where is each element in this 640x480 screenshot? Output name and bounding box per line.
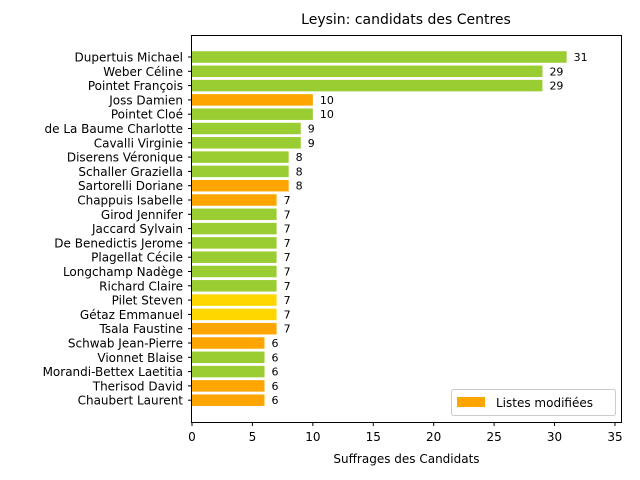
bar [192,337,265,349]
bar [192,137,301,149]
category-label: De Benedictis Jerome [54,236,183,250]
value-label: 7 [284,223,291,236]
bar [192,179,289,192]
category-label: Jaccard Sylvain [91,222,183,236]
bar [192,380,265,392]
value-label: 9 [308,137,315,150]
value-label: 9 [308,123,315,136]
value-label: 6 [272,366,279,379]
category-label: Tsala Faustine [99,322,184,336]
category-label: Chaubert Laurent [78,394,184,408]
value-label: 7 [284,308,291,321]
legend-box [451,389,616,416]
bars-layer [192,51,567,406]
value-label: 6 [272,394,279,407]
value-label: 7 [284,208,291,221]
bar [192,222,277,235]
category-label: Gétaz Emmanuel [80,308,183,322]
category-label: de La Baume Charlotte [45,122,184,136]
value-label: 7 [284,280,291,293]
value-label: 8 [296,151,303,164]
value-label: 10 [320,94,334,107]
category-label: Vionnet Blaise [97,351,183,365]
category-label: Morandi-Bettex Laetitia [43,365,183,379]
value-label: 7 [284,237,291,250]
bar [192,351,265,364]
category-label: Dupertuis Michael [75,51,183,65]
x-tick-label: 35 [607,430,622,444]
plot-frame [191,35,622,423]
bar [192,251,277,263]
value-label: 7 [284,294,291,307]
value-label: 8 [296,165,303,178]
bar [192,394,265,406]
bar [192,94,313,106]
category-label: Joss Damien [108,93,183,107]
bar [192,165,289,178]
value-label: 7 [284,251,291,264]
category-label: Pointet François [88,79,183,93]
bar [192,280,277,292]
bar [192,194,277,206]
value-label: 29 [549,65,563,78]
category-label: Plagellat Cécile [91,251,183,265]
value-label: 8 [296,180,303,193]
bar [192,308,277,321]
value-label: 7 [284,266,291,279]
category-label: Sartorelli Doriane [78,179,183,193]
bar [192,51,567,63]
bar [192,237,277,249]
value-label: 6 [272,337,279,350]
value-label: 7 [284,323,291,336]
category-label: Therisod David [92,379,183,393]
legend-swatch [457,397,485,407]
category-label: Cavalli Virginie [94,136,183,150]
value-label: 31 [574,51,588,64]
category-label: Pilet Steven [112,294,183,308]
legend: Listes modifiées [451,389,616,416]
x-axis-label: Suffrages des Candidats [333,452,479,466]
x-axis: 0 5 10 15 20 25 30 35 [188,422,623,444]
bar [192,208,277,221]
x-tick-label: 30 [547,430,562,444]
bar [192,365,265,378]
bar [192,151,289,163]
value-label: 6 [272,380,279,393]
category-label: Pointet Cloé [111,108,183,122]
x-tick-label: 15 [366,430,381,444]
chart-title: Leysin: candidats des Centres [301,12,511,28]
value-label: 6 [272,351,279,364]
value-label: 7 [284,194,291,207]
bar [192,79,543,92]
x-tick-label: 10 [305,430,320,444]
category-label: Diserens Véronique [67,151,183,165]
category-label: Weber Céline [103,65,183,79]
bar [192,322,277,335]
value-label: 10 [320,108,334,121]
bar [192,265,277,278]
category-label: Schwab Jean-Pierre [68,337,183,351]
x-tick-label: 0 [188,430,196,444]
legend-label: Listes modifiées [496,396,593,410]
x-tick-label: 5 [249,430,257,444]
category-label: Schaller Graziella [78,165,183,179]
category-label: Girod Jennifer [101,208,183,222]
bar [192,122,301,135]
category-label: Richard Claire [99,279,183,293]
bar [192,65,543,78]
category-label: Chappuis Isabelle [77,194,183,208]
category-label: Longchamp Nadège [63,265,183,279]
bar [192,294,277,306]
value-label: 29 [549,80,563,93]
x-tick-label: 20 [426,430,441,444]
bar [192,108,313,120]
x-tick-label: 25 [486,430,501,444]
